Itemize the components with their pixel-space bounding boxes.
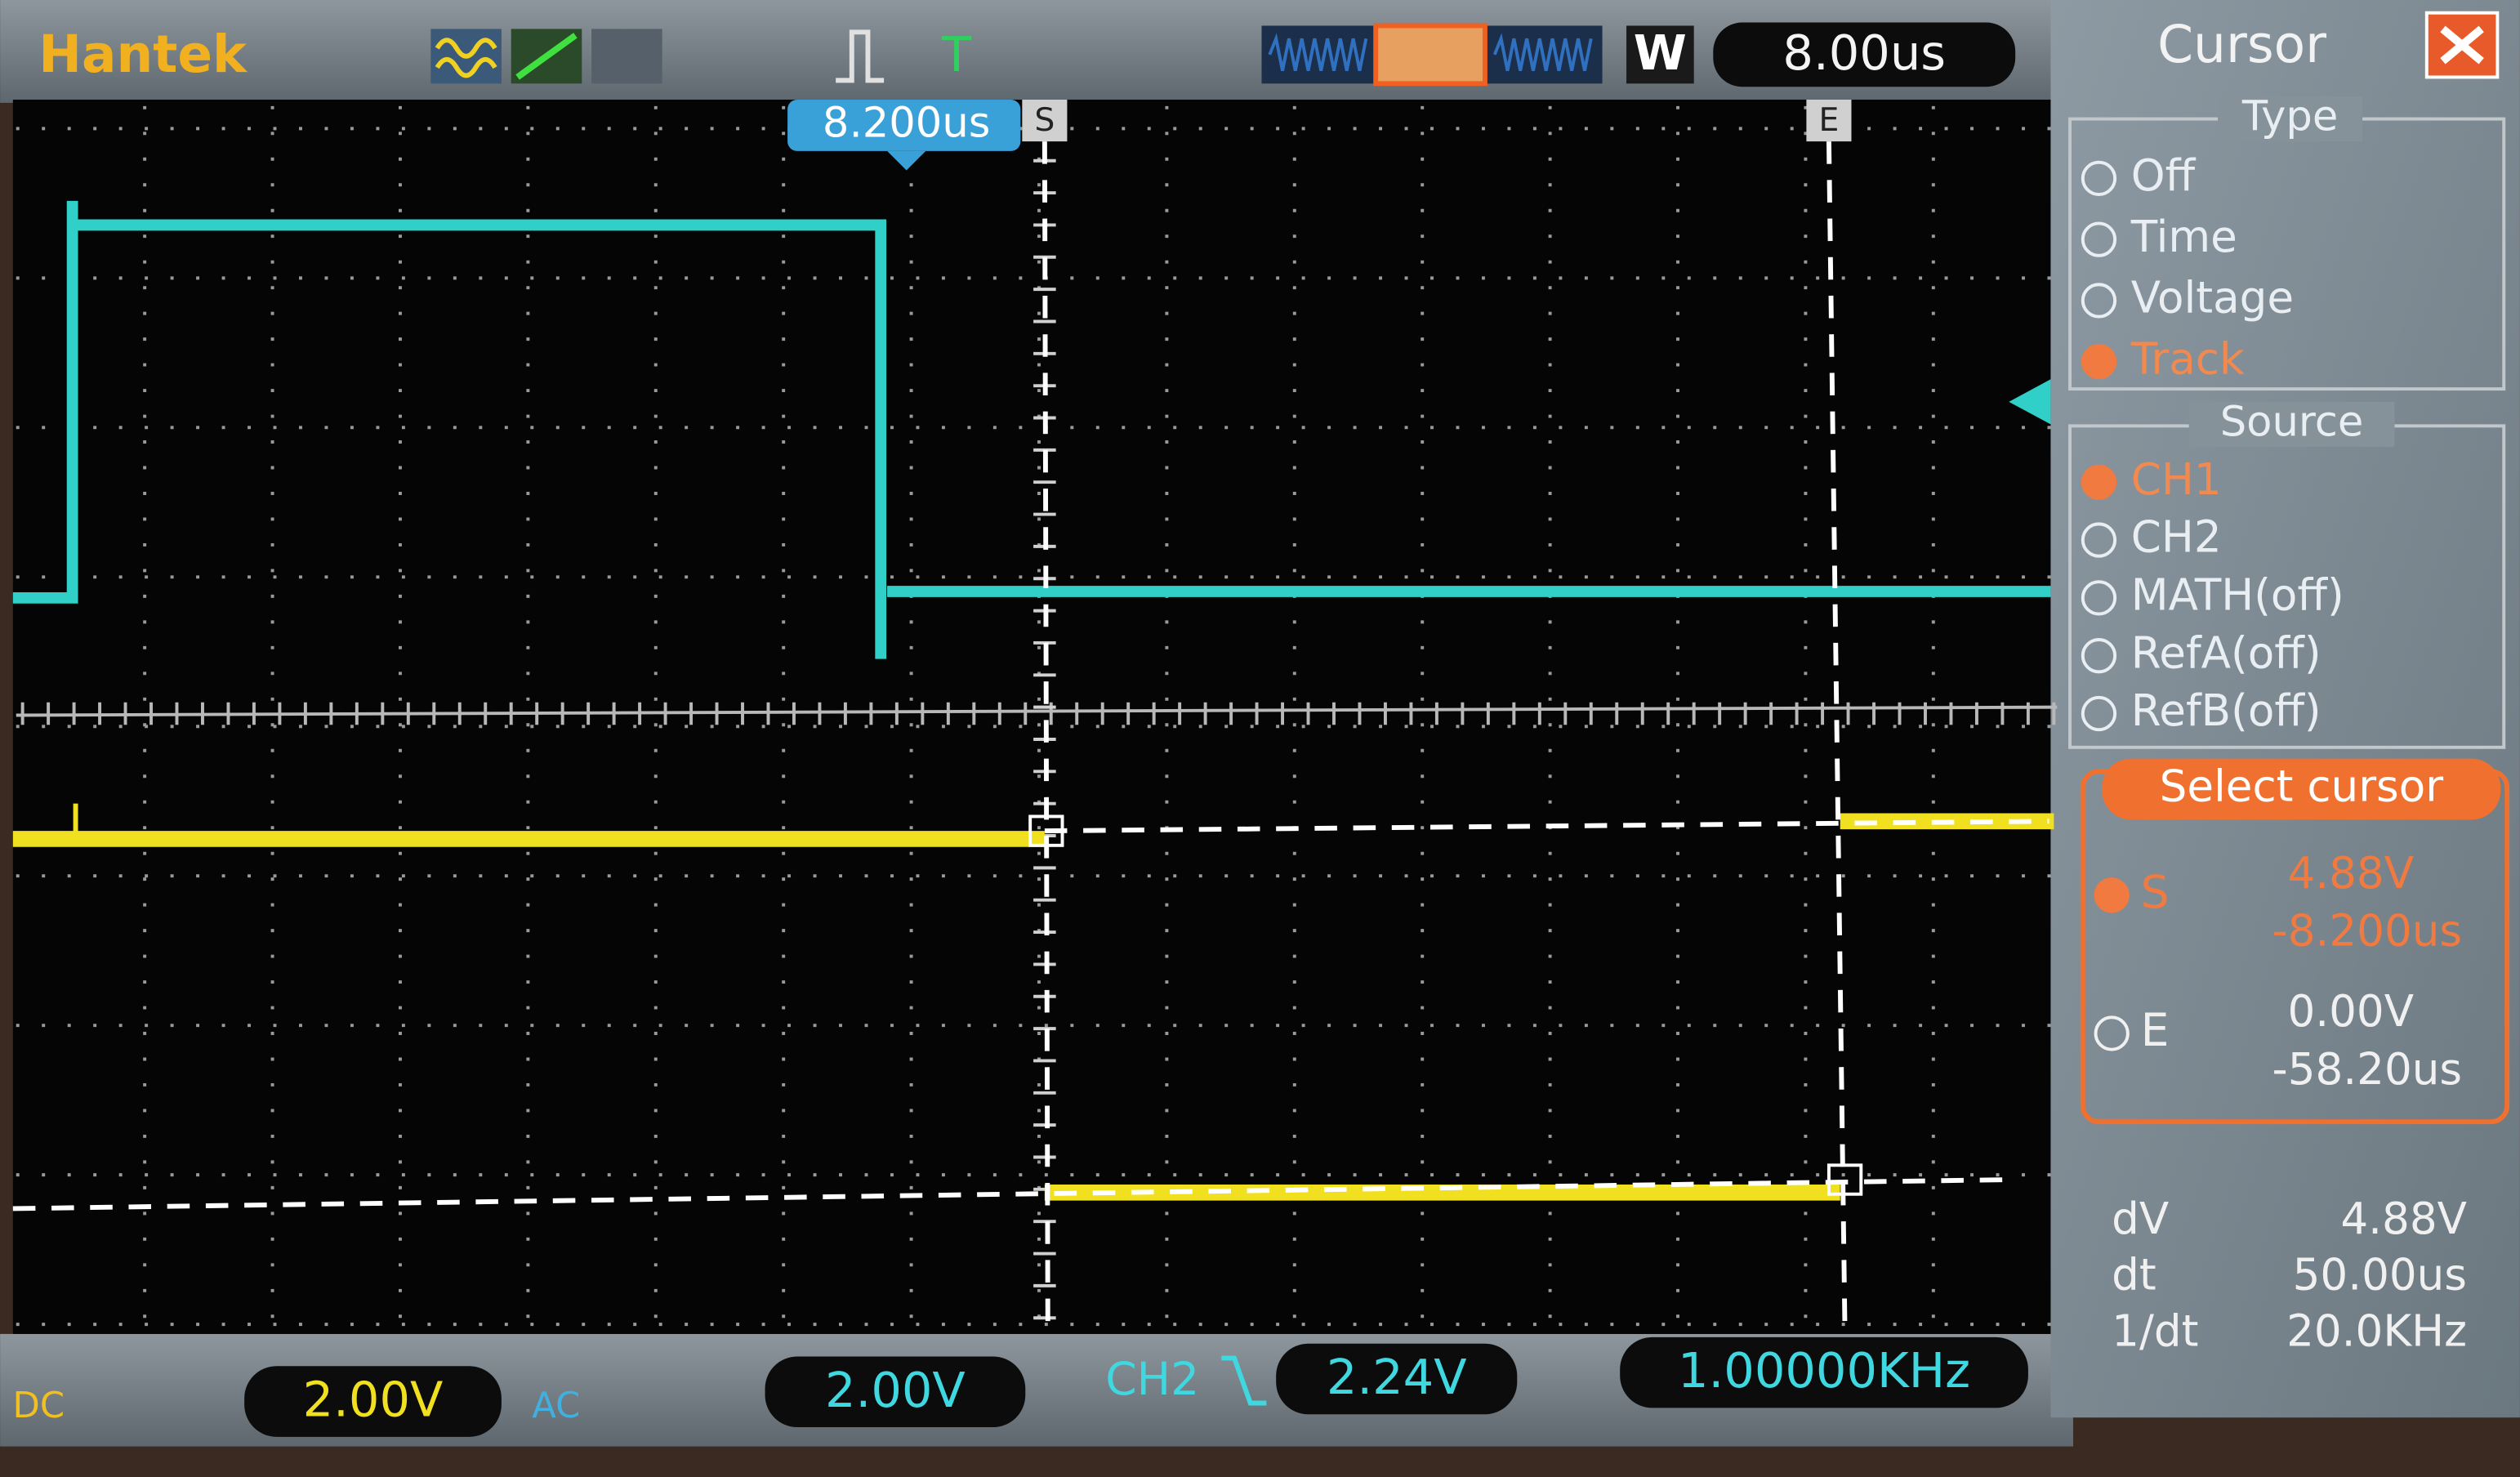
group-label-bg: [2188, 401, 2395, 447]
option-label: MATH(off): [2131, 569, 2344, 620]
delta-value: 4.88V: [2340, 1194, 2467, 1244]
radio-button[interactable]: [2094, 1015, 2130, 1051]
radio-button[interactable]: [2081, 638, 2117, 674]
cursor-s-line: [1041, 141, 1050, 1334]
group-label-bg: [2218, 96, 2363, 142]
cursor-e-line: [1826, 141, 1848, 1334]
type-options: Off Time Voltage Track: [2081, 150, 2294, 384]
cursor-time: -58.20us: [2272, 1044, 2463, 1095]
cursor-voltage: 0.00V: [2287, 986, 2414, 1037]
ch2-coupling: AC: [532, 1386, 580, 1426]
trigger-offset-tag: [787, 99, 1021, 151]
trigger-level: 2.24V: [1327, 1349, 1467, 1405]
ch1-coupling: DC: [13, 1386, 65, 1426]
mode-box: [1626, 25, 1694, 84]
cursor-s-point: [1028, 814, 1064, 847]
option-label: CH1: [2131, 454, 2222, 505]
cursor-name: S: [2141, 866, 2170, 918]
trigger-level-box: [1276, 1343, 1518, 1415]
cursor-time: -8.200us: [2272, 906, 2463, 957]
cursor-e-point: [1826, 1163, 1863, 1196]
memory-window: [1373, 23, 1487, 87]
ch1-scale-box: [244, 1366, 502, 1437]
cursor-tag: [1022, 99, 1068, 142]
ch2-scale: 2.00V: [825, 1362, 966, 1418]
trigger-slope: [1221, 1355, 1267, 1406]
frequency-box: [1620, 1336, 2028, 1408]
option-label: Off: [2131, 150, 2197, 201]
trigger-pointer: [887, 150, 926, 171]
mode: W: [1634, 25, 1687, 81]
side-panel: [2050, 0, 2520, 1418]
delta-label: 1/dt: [2112, 1306, 2198, 1357]
icon: [591, 29, 662, 84]
cursor-s-level: [1044, 819, 2049, 834]
option-label: RefB(off): [2131, 685, 2322, 736]
radio-button[interactable]: [2081, 464, 2117, 500]
timebase: 8.00us: [1782, 25, 1946, 81]
option-label: Voltage: [2131, 273, 2294, 324]
delta-label: dV: [2112, 1194, 2169, 1244]
option-label: RefA(off): [2131, 627, 2322, 678]
type-title: Type: [2241, 93, 2338, 141]
trigger-t: T: [941, 26, 972, 83]
radio-button[interactable]: [2081, 344, 2117, 380]
memory-wave: [1268, 33, 1593, 71]
timebase-box: [1713, 22, 2016, 87]
icon-wave: [435, 38, 497, 78]
select-title: Select cursor: [2160, 761, 2444, 812]
radio-button[interactable]: [2081, 283, 2117, 319]
close-icon: [2440, 25, 2484, 65]
cursor-e-tag: E: [1819, 101, 1840, 139]
option-label: CH2: [2131, 512, 2222, 563]
delta-values: dV 4.88V dt 50.00us 1/dt 20.0KHz: [2112, 1194, 2467, 1357]
trigger-source: CH2: [1105, 1353, 1199, 1405]
cursor-name: E: [2141, 1004, 2170, 1056]
option-label: Time: [2130, 212, 2237, 262]
trigger-offset: 8.200us: [823, 99, 990, 147]
radio-button[interactable]: [2081, 160, 2117, 197]
plot-area: [12, 99, 2066, 1334]
radio-button[interactable]: [2094, 877, 2130, 913]
source-options: CH1 CH2 MATH(off) RefA(off) RefB(off): [2081, 454, 2344, 736]
trigger-icon: [836, 29, 885, 83]
radio-button[interactable]: [2081, 695, 2117, 732]
panel-title: Cursor: [2157, 15, 2326, 74]
source-title: Source: [2220, 398, 2364, 446]
radio-button[interactable]: [2081, 522, 2117, 558]
brand: Hantek: [38, 25, 248, 84]
frequency: 1.00000KHz: [1678, 1342, 1970, 1399]
ch1-scale: 2.00V: [303, 1372, 444, 1428]
radio-button[interactable]: [2081, 221, 2117, 257]
cursor-tag: [1806, 99, 1852, 142]
cursor-e-level: [12, 1177, 2009, 1211]
icon-slope: [515, 33, 578, 80]
cursor-s-tag: S: [1034, 101, 1055, 139]
select-header[interactable]: [2102, 758, 2501, 820]
ch2-waveform: [12, 200, 2051, 659]
delta-value: 50.00us: [2293, 1250, 2467, 1301]
delta-label: dt: [2112, 1250, 2156, 1301]
delta-value: 20.0KHz: [2286, 1306, 2467, 1357]
cursor-values: S 4.88V -8.200us E 0.00V -58.20us: [2094, 848, 2463, 1095]
option-label: Track: [2130, 333, 2245, 384]
ch2-scale-box: [765, 1356, 1026, 1428]
trigger-level-marker: [2009, 379, 2051, 425]
radio-button[interactable]: [2081, 580, 2117, 616]
cursor-voltage: 4.88V: [2287, 848, 2414, 899]
